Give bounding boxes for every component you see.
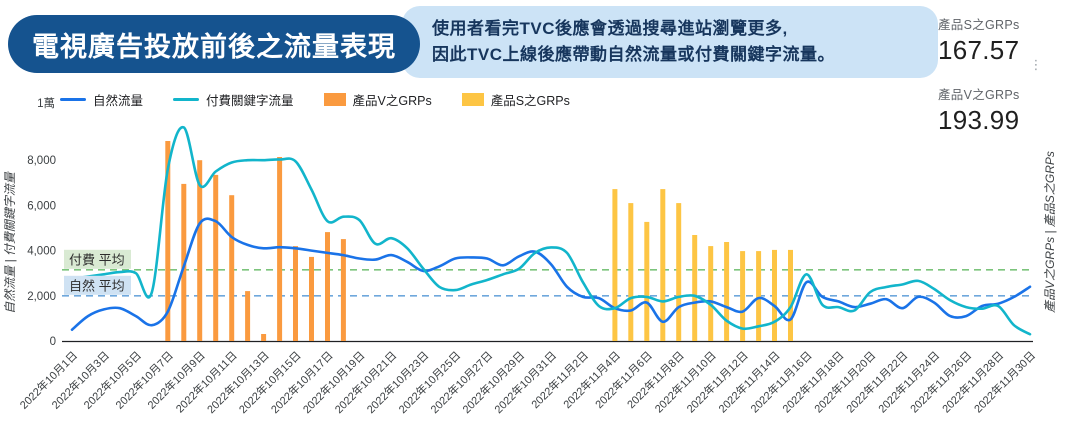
grps-bar — [261, 334, 267, 341]
more-options-icon[interactable]: ⋮ — [1029, 57, 1043, 72]
average-reference-lines — [62, 268, 1033, 297]
grps-bar — [660, 189, 666, 341]
svg-text:4,000: 4,000 — [27, 246, 56, 258]
grps-bar — [293, 246, 298, 341]
legend-label-grps-s: 產品S之GRPs — [490, 94, 570, 108]
legend-item-paid[interactable]: 付費關鍵字流量 — [173, 90, 294, 109]
grps-bar — [756, 251, 762, 341]
chart-legend: 自然流量 付費關鍵字流量 產品V之GRPs 產品S之GRPs — [60, 90, 570, 109]
paid-keyword-traffic-line — [70, 126, 1032, 336]
grps-bar — [309, 256, 314, 341]
grps-bar — [229, 195, 235, 341]
grps-bar — [788, 249, 793, 341]
grps-bar — [724, 242, 730, 341]
left-axis-title: 自然流量 | 付費關鍵字流量 — [3, 171, 17, 314]
y-axis-labels: 0 2,000 4,000 6,000 8,000 1萬 — [27, 97, 56, 348]
svg-text:8,000: 8,000 — [27, 155, 56, 167]
right-axis-title: 產品V之GRPs | 產品S之GRPs — [1043, 151, 1057, 313]
grps-bar — [197, 160, 203, 341]
legend-item-organic[interactable]: 自然流量 — [60, 90, 143, 109]
svg-text:6,000: 6,000 — [27, 200, 56, 212]
svg-text:0: 0 — [50, 336, 56, 348]
legend-label-organic: 自然流量 — [93, 94, 144, 108]
page-title: 電視廣告投放前後之流量表現 — [32, 31, 396, 62]
annotation-line-2: 因此TVC上線後應帶動自然流量或付費關鍵字流量。 — [432, 45, 835, 64]
paid-line-swatch — [173, 98, 200, 101]
organic-line-swatch — [60, 98, 86, 101]
grps-v-swatch — [323, 93, 346, 106]
grps-s-swatch — [461, 93, 484, 106]
svg-text:2022年10月1日: 2022年10月1日 — [17, 348, 81, 412]
grps-bar — [245, 291, 251, 341]
legend-label-paid: 付費關鍵字流量 — [206, 94, 294, 108]
grps-bar — [277, 157, 283, 341]
grps-bar — [676, 203, 682, 341]
scorecard-product-s: 產品S之GRPs 167.57 — [938, 14, 1020, 66]
grps-bar — [612, 189, 618, 341]
legend-item-grps-s[interactable]: 產品S之GRPs — [461, 90, 570, 109]
legend-item-grps-v[interactable]: 產品V之GRPs — [323, 90, 432, 109]
scorecard-v-label: 產品V之GRPs — [938, 88, 1020, 102]
grps-bar — [708, 246, 714, 341]
grps-bar — [644, 221, 650, 341]
grps-bar — [692, 235, 698, 341]
scorecard-v-value: 193.99 — [938, 105, 1020, 135]
organic-traffic-line — [70, 217, 1032, 331]
grps-bar — [628, 203, 634, 341]
svg-text:2022年11月4日: 2022年11月4日 — [560, 348, 623, 411]
legend-label-grps-v: 產品V之GRPs — [352, 94, 432, 108]
scorecard-s-label: 產品S之GRPs — [938, 18, 1020, 32]
annotation-line-1: 使用者看完TVC後應會透過搜尋進站瀏覽更多, — [432, 19, 788, 38]
grps-s-bars — [612, 189, 793, 341]
y-axis-top-label: 1萬 — [37, 97, 55, 110]
organic-average-label: 自然 平均 — [69, 278, 125, 293]
scorecard-s-value: 167.57 — [938, 35, 1020, 65]
grps-bar — [325, 232, 330, 341]
svg-text:2,000: 2,000 — [27, 291, 56, 303]
grps-bar — [772, 249, 777, 341]
annotation-banner: 使用者看完TVC後應會透過搜尋進站瀏覽更多, 因此TVC上線後應帶動自然流量或付… — [402, 6, 938, 78]
x-axis-labels: 2022年10月1日2022年10月3日2022年10月5日2022年10月7日… — [17, 348, 1039, 416]
grps-bar — [340, 239, 346, 341]
paid-average-label: 付費 平均 — [69, 252, 125, 267]
page-title-pill: 電視廣告投放前後之流量表現 — [8, 15, 420, 73]
grps-bar — [165, 141, 171, 341]
scorecard-product-v: 產品V之GRPs 193.99 — [938, 84, 1020, 136]
grps-bar — [213, 174, 219, 341]
grps-bar — [740, 251, 746, 341]
